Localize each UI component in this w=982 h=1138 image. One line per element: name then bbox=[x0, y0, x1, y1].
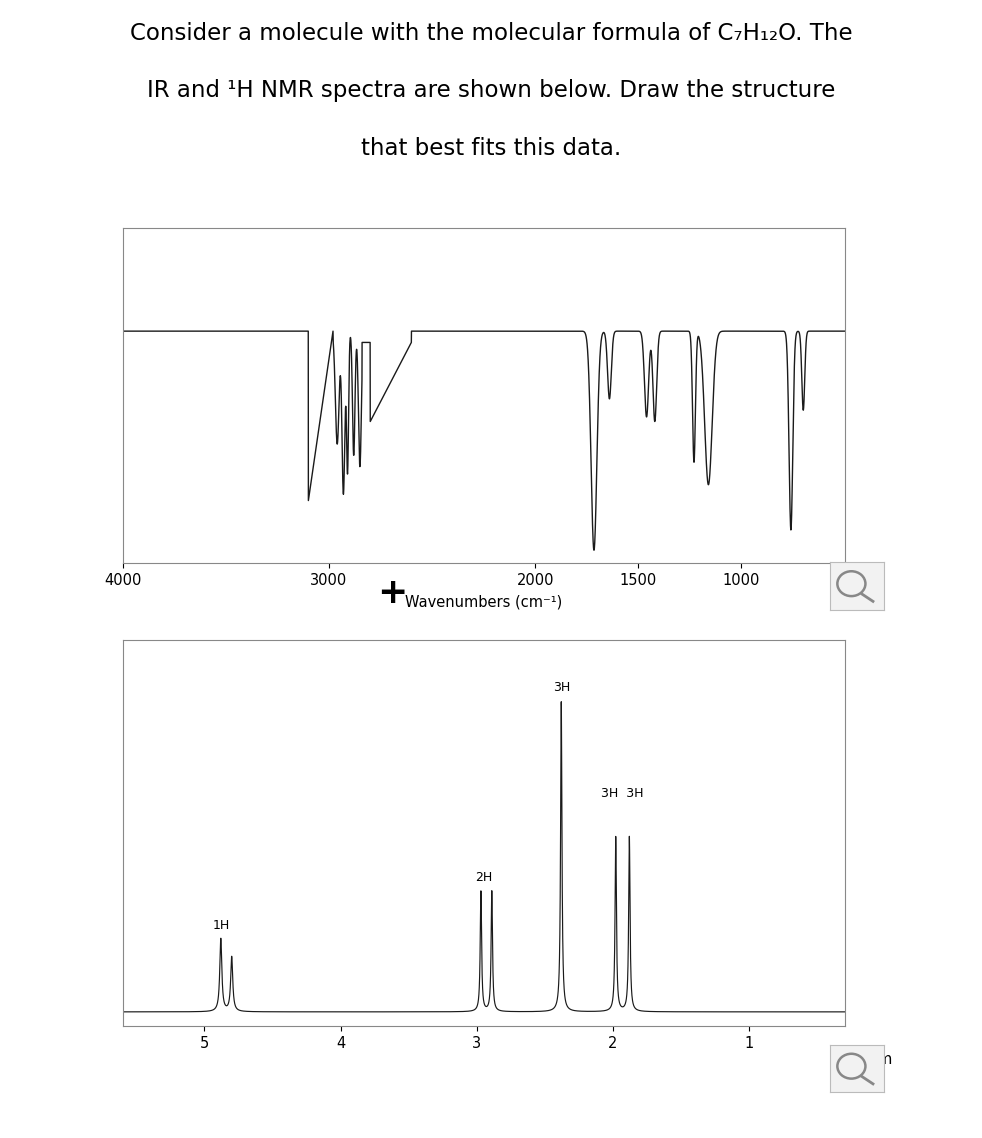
Text: Consider a molecule with the molecular formula of C₇H₁₂O. The: Consider a molecule with the molecular f… bbox=[130, 22, 852, 44]
Text: 3H  3H: 3H 3H bbox=[601, 787, 644, 800]
Text: +: + bbox=[378, 576, 408, 610]
Text: that best fits this data.: that best fits this data. bbox=[360, 137, 622, 160]
Text: 1H: 1H bbox=[212, 918, 230, 932]
Text: ppm: ppm bbox=[859, 1052, 894, 1066]
Text: 2H: 2H bbox=[475, 871, 492, 884]
Text: IR and ¹H NMR spectra are shown below. Draw the structure: IR and ¹H NMR spectra are shown below. D… bbox=[147, 80, 835, 102]
Text: 3H: 3H bbox=[553, 682, 570, 694]
X-axis label: Wavenumbers (cm⁻¹): Wavenumbers (cm⁻¹) bbox=[405, 595, 563, 610]
